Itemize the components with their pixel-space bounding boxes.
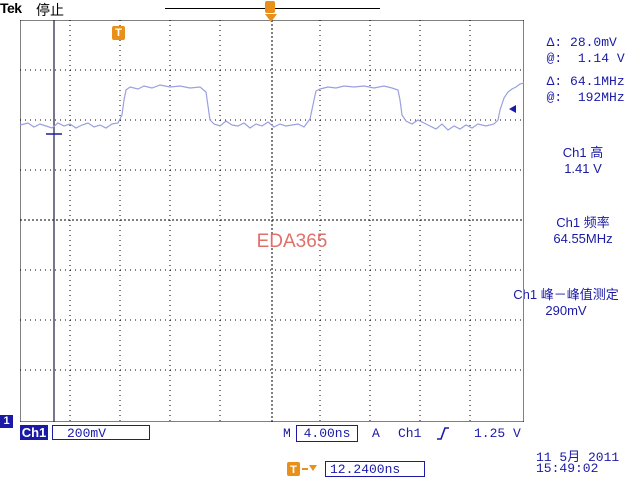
brand-label: Tek xyxy=(0,0,22,16)
trigger-level-arrow xyxy=(509,105,516,113)
measurement-value: 290mV xyxy=(545,303,587,318)
measurement-label: Ch1 峰－峰值测定 xyxy=(513,287,619,302)
date-readout: 11 5月 2011 xyxy=(536,450,620,465)
trigger-source[interactable]: Ch1 xyxy=(398,426,422,441)
ch1-ground-marker[interactable]: 1 xyxy=(0,415,13,428)
trigger-offset-icon: T xyxy=(287,462,317,476)
measurement-label: Ch1 高 xyxy=(562,145,604,160)
readout-value: 64.1MHz xyxy=(570,74,625,89)
cursor-voltage: @: 1.14 V xyxy=(531,36,625,66)
readout-value: 1.14 V xyxy=(577,51,625,66)
waveform-display[interactable]: EDA365 xyxy=(20,20,524,422)
trigger-position-marker[interactable]: T xyxy=(112,26,125,40)
grid-horizontal xyxy=(20,69,524,371)
cursor-frequency: @: 192MHz xyxy=(531,75,625,105)
readout-symbol: Δ: xyxy=(546,74,563,89)
timebase-label: M xyxy=(283,426,291,441)
acquisition-state: 停止 xyxy=(36,2,64,18)
ch1-waveform xyxy=(20,82,524,131)
svg-text:T: T xyxy=(290,464,297,476)
readout-symbol: @: xyxy=(546,90,563,105)
cursor-delta-frequency: Δ: 64.1MHz xyxy=(531,59,625,89)
measurement-frequency: Ch1 频率 64.55MHz xyxy=(530,212,636,246)
readout-value: 192MHz xyxy=(577,90,625,105)
channel-button[interactable]: Ch1 xyxy=(20,425,48,440)
cursor-delta-voltage: Δ: 28.0mV xyxy=(531,20,617,50)
watermark: EDA365 xyxy=(257,231,328,252)
readout-value: 28.0mV xyxy=(570,35,617,50)
grid-vertical xyxy=(69,20,471,422)
trigger-label: A xyxy=(372,426,380,441)
measurement-value: 64.55MHz xyxy=(553,231,613,246)
readout-symbol: Δ: xyxy=(546,35,563,50)
measurement-value: 1.41 V xyxy=(564,161,602,176)
timebase-value[interactable]: 4.00ns xyxy=(296,425,358,442)
measurement-high: Ch1 高 1.41 V xyxy=(530,142,636,176)
record-position-marker[interactable] xyxy=(265,1,275,13)
volts-per-div[interactable]: 200mV xyxy=(52,425,150,441)
readout-symbol: @: xyxy=(546,51,563,66)
horizontal-position-value[interactable]: 12.2400ns xyxy=(325,461,425,477)
measurement-peak-to-peak: Ch1 峰－峰值测定 290mV xyxy=(492,284,640,318)
measurement-label: Ch1 频率 xyxy=(556,215,610,230)
trigger-level[interactable]: 1.25 V xyxy=(474,426,521,441)
grid-center-axes xyxy=(20,20,524,422)
time-readout: 15:49:02 xyxy=(536,461,599,476)
rising-edge-icon[interactable] xyxy=(436,427,450,440)
horizontal-position-marker[interactable] xyxy=(265,14,277,22)
